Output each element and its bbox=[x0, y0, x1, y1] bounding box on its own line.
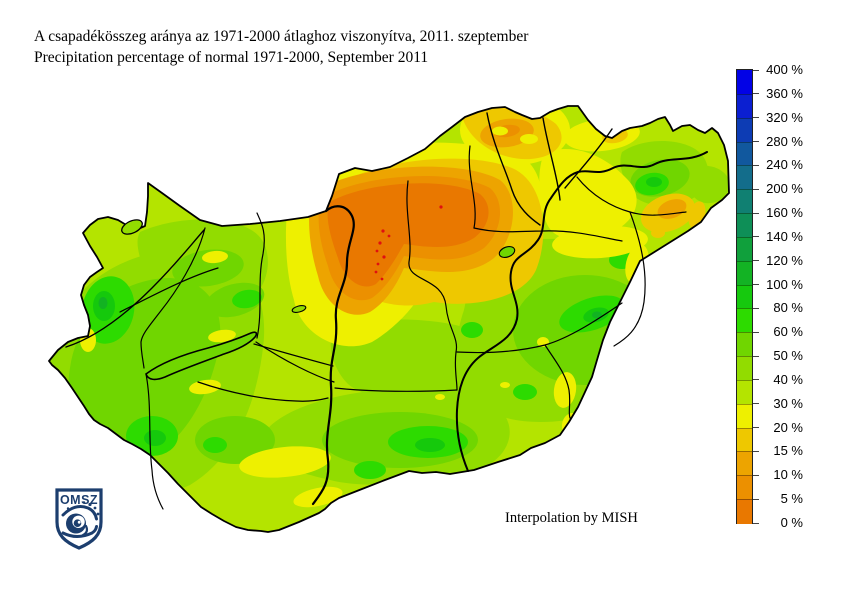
lake-tisza bbox=[498, 246, 516, 258]
legend-tick bbox=[753, 403, 759, 405]
legend-tick-label: 50 % bbox=[773, 348, 803, 364]
legend-color-swatch bbox=[737, 499, 752, 524]
attribution-text: Interpolation by MISH bbox=[505, 510, 638, 526]
legend-tick bbox=[753, 450, 759, 452]
title-hungarian: A csapadékösszeg aránya az 1971-2000 átl… bbox=[34, 28, 529, 45]
legend-tick bbox=[753, 284, 759, 286]
station-dots bbox=[374, 205, 443, 281]
hernad-river bbox=[542, 117, 561, 201]
legend-color-swatch bbox=[737, 356, 752, 381]
legend-color-swatch bbox=[737, 403, 752, 429]
legend-tick bbox=[753, 69, 759, 71]
legend-tick-label: 10 % bbox=[773, 467, 803, 483]
legend-tick bbox=[753, 331, 759, 333]
rivers bbox=[65, 112, 708, 506]
legend-color-swatch bbox=[737, 141, 752, 167]
legend-color-swatch bbox=[737, 189, 752, 215]
legend-tick bbox=[753, 379, 759, 381]
precipitation-field bbox=[49, 106, 729, 532]
raba-river bbox=[65, 229, 205, 348]
title-english: Precipitation percentage of normal 1971-… bbox=[34, 49, 429, 66]
legend-tick bbox=[753, 236, 759, 238]
tisza-river bbox=[455, 151, 708, 472]
legend-tick-label: 140 % bbox=[766, 228, 803, 244]
legend-tick bbox=[753, 355, 759, 357]
lake-velence bbox=[291, 305, 307, 313]
danube-river bbox=[311, 205, 355, 506]
logo-wave-icon bbox=[61, 505, 98, 538]
legend-tick-label: 15 % bbox=[773, 443, 803, 459]
legend-color-swatch bbox=[737, 236, 752, 262]
legend-color-swatch bbox=[737, 260, 752, 286]
sajo-river bbox=[486, 112, 541, 226]
legend-tick-label: 360 % bbox=[766, 85, 803, 101]
page-title: A csapadékösszeg aránya az 1971-2000 átl… bbox=[34, 26, 528, 68]
legend-tick-label: 60 % bbox=[773, 324, 803, 340]
legend-color-swatch bbox=[737, 427, 752, 453]
legend-tick bbox=[753, 117, 759, 119]
legend-color-swatch bbox=[737, 70, 752, 94]
legend-color-swatch bbox=[737, 308, 752, 334]
omsz-logo: OMSZ bbox=[55, 488, 103, 550]
legend-color-swatch bbox=[737, 379, 752, 405]
legend-tick-label: 240 % bbox=[766, 157, 803, 173]
legend-color-swatch bbox=[737, 165, 752, 191]
lake-ferto bbox=[121, 219, 143, 235]
legend-tick bbox=[753, 260, 759, 262]
legend-color-swatch bbox=[737, 451, 752, 477]
logo-wave-spiral bbox=[66, 501, 100, 534]
legend-tick bbox=[753, 164, 759, 166]
legend-color-swatch bbox=[737, 284, 752, 310]
hungary-border bbox=[48, 105, 730, 533]
legend-color-swatch bbox=[737, 117, 752, 143]
logo-text: OMSZ bbox=[60, 493, 98, 507]
legend-tick bbox=[753, 93, 759, 95]
legend-tick-label: 200 % bbox=[766, 181, 803, 197]
legend-tick-label: 320 % bbox=[766, 109, 803, 125]
legend-tick-label: 280 % bbox=[766, 133, 803, 149]
legend-color-swatch bbox=[737, 93, 752, 119]
legend-tick-label: 30 % bbox=[773, 395, 803, 411]
legend-tick bbox=[753, 427, 759, 429]
legend-tick-label: 120 % bbox=[766, 252, 803, 268]
legend-color-swatch bbox=[737, 332, 752, 358]
legend-tick-label: 80 % bbox=[773, 300, 803, 316]
legend-tick bbox=[753, 188, 759, 190]
legend-tick bbox=[753, 307, 759, 309]
legend-tick bbox=[753, 474, 759, 476]
legend-tick-label: 20 % bbox=[773, 419, 803, 435]
legend-color-swatch bbox=[737, 475, 752, 501]
legend-tick-label: 100 % bbox=[766, 276, 803, 292]
legend-tick bbox=[753, 141, 759, 143]
legend-tick-label: 5 % bbox=[780, 491, 803, 507]
legend-color-swatch bbox=[737, 213, 752, 238]
legend-tick-label: 0 % bbox=[780, 515, 803, 530]
legend-tick bbox=[753, 522, 759, 524]
lake-balaton bbox=[145, 331, 258, 381]
legend-tick bbox=[753, 498, 759, 500]
legend-tick-label: 400 % bbox=[766, 62, 803, 77]
county-boundaries bbox=[119, 145, 687, 510]
legend-tick-label: 40 % bbox=[773, 371, 803, 387]
bodrog-river bbox=[564, 128, 613, 189]
legend-tick bbox=[753, 212, 759, 214]
legend-tick-label: 160 % bbox=[766, 205, 803, 221]
